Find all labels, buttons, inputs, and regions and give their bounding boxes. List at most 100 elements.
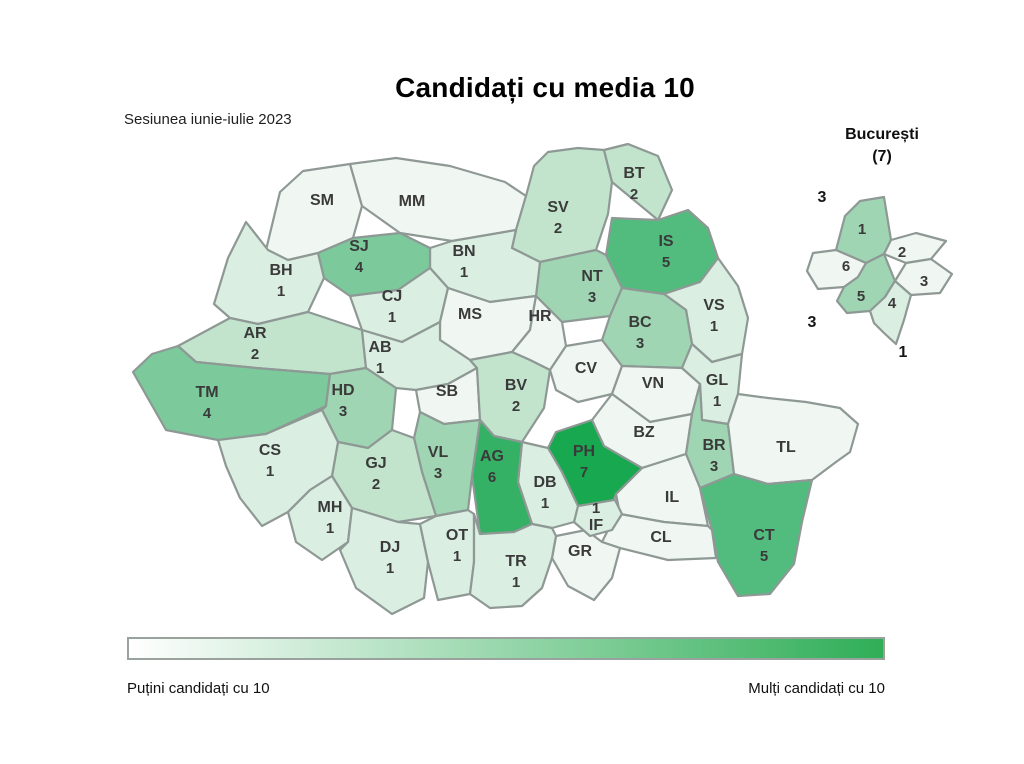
sector-value-4: 1: [899, 344, 908, 361]
county-MM: [348, 156, 528, 243]
county-label-CL: CL: [650, 529, 672, 546]
sector-4: [868, 279, 913, 346]
county-label-AG: AG: [480, 448, 504, 465]
county-value-SJ: 4: [355, 259, 364, 276]
bucharest-inset-title: București (7): [808, 124, 956, 168]
subtitle: Sesiunea iunie-iulie 2023: [124, 111, 292, 128]
legend-low-label: Puțini candidați cu 10: [127, 680, 270, 697]
county-value-PH: 7: [580, 464, 588, 481]
county-label-TL: TL: [776, 439, 796, 456]
county-label-DB: DB: [533, 474, 556, 491]
county-label-MM: MM: [399, 193, 426, 210]
county-label-BV: BV: [505, 377, 528, 394]
county-value-AB: 1: [376, 360, 384, 377]
county-label-DJ: DJ: [380, 539, 400, 556]
county-label-BZ: BZ: [633, 424, 655, 441]
county-value-TR: 1: [512, 574, 520, 591]
county-value-TM: 4: [203, 405, 212, 422]
county-value-VL: 3: [434, 465, 442, 482]
county-label-SJ: SJ: [349, 238, 369, 255]
sector-label-3: 3: [920, 273, 928, 290]
county-BT: [602, 142, 674, 222]
county-label-BC: BC: [628, 314, 652, 331]
county-label-SB: SB: [436, 383, 458, 400]
county-value-IF: 1: [592, 500, 600, 517]
county-label-IL: IL: [665, 489, 679, 506]
page-title: Candidați cu media 10: [395, 72, 695, 103]
county-CT: [698, 472, 814, 598]
county-label-GL: GL: [706, 372, 728, 389]
inset-title-text: București: [845, 126, 919, 143]
county-TR: [468, 512, 558, 610]
county-label-VS: VS: [703, 297, 725, 314]
map-labels-layer: SM MM BH 1 SJ 4 SV 2 BT 2 IS 5 BN 1 CJ 1 NT 3 VS 1 BC 3 MS HR AR…: [195, 165, 928, 591]
county-CL: [600, 512, 718, 562]
county-value-NT: 3: [588, 289, 596, 306]
sector-label-5: 5: [857, 288, 865, 305]
county-label-TM: TM: [195, 384, 218, 401]
county-value-BC: 3: [636, 335, 644, 352]
county-label-AB: AB: [368, 339, 391, 356]
county-label-NT: NT: [581, 268, 603, 285]
county-value-BV: 2: [512, 398, 520, 415]
county-value-CS: 1: [266, 463, 274, 480]
county-value-MH: 1: [326, 520, 334, 537]
county-label-BR: BR: [702, 437, 726, 454]
county-label-GJ: GJ: [365, 455, 386, 472]
county-value-DJ: 1: [386, 560, 394, 577]
county-label-SM: SM: [310, 192, 334, 209]
county-label-HR: HR: [528, 308, 552, 325]
county-label-MH: MH: [318, 499, 343, 516]
county-value-BN: 1: [460, 264, 468, 281]
county-label-HD: HD: [331, 382, 354, 399]
county-label-VL: VL: [428, 444, 449, 461]
county-label-BH: BH: [269, 262, 292, 279]
county-label-BT: BT: [623, 165, 645, 182]
legend-high-label: Mulți candidați cu 10: [748, 680, 885, 697]
county-label-CS: CS: [259, 442, 282, 459]
county-value-IS: 5: [662, 254, 670, 271]
county-label-SV: SV: [547, 199, 569, 216]
legend-gradient-bar: [127, 637, 885, 660]
counties-layer: [131, 142, 860, 616]
county-label-IS: IS: [658, 233, 673, 250]
county-value-GL: 1: [713, 393, 721, 410]
county-OT: [418, 508, 476, 602]
county-label-OT: OT: [446, 527, 468, 544]
county-value-DB: 1: [541, 495, 549, 512]
county-value-HD: 3: [339, 403, 347, 420]
county-label-AR: AR: [243, 325, 267, 342]
county-value-OT: 1: [453, 548, 461, 565]
county-label-BN: BN: [452, 243, 475, 260]
county-label-VN: VN: [642, 375, 664, 392]
county-value-VS: 1: [710, 318, 718, 335]
county-value-AR: 2: [251, 346, 259, 363]
inset-total: (7): [872, 148, 892, 165]
sector-label-4: 4: [888, 295, 897, 312]
county-label-MS: MS: [458, 306, 482, 323]
sector-value-1: 3: [818, 189, 827, 206]
county-label-CV: CV: [575, 360, 598, 377]
county-label-CT: CT: [753, 527, 775, 544]
county-DJ: [338, 506, 430, 616]
county-value-BR: 3: [710, 458, 718, 475]
county-value-CJ: 1: [388, 309, 396, 326]
county-value-AG: 6: [488, 469, 496, 486]
county-value-CT: 5: [760, 548, 768, 565]
sector-label-6: 6: [842, 258, 850, 275]
county-label-CJ: CJ: [382, 288, 402, 305]
county-value-BH: 1: [277, 283, 285, 300]
county-value-GJ: 2: [372, 476, 380, 493]
sector-2: [882, 231, 948, 265]
sector-label-1: 1: [858, 221, 866, 238]
county-label-IF: IF: [589, 517, 603, 534]
sector-value-5: 3: [808, 314, 817, 331]
county-label-PH: PH: [573, 443, 595, 460]
sector-label-2: 2: [898, 244, 906, 261]
county-value-BT: 2: [630, 186, 638, 203]
bucharest-inset-map: [805, 195, 954, 346]
county-label-TR: TR: [505, 553, 527, 570]
county-label-GR: GR: [568, 543, 592, 560]
county-value-SV: 2: [554, 220, 562, 237]
